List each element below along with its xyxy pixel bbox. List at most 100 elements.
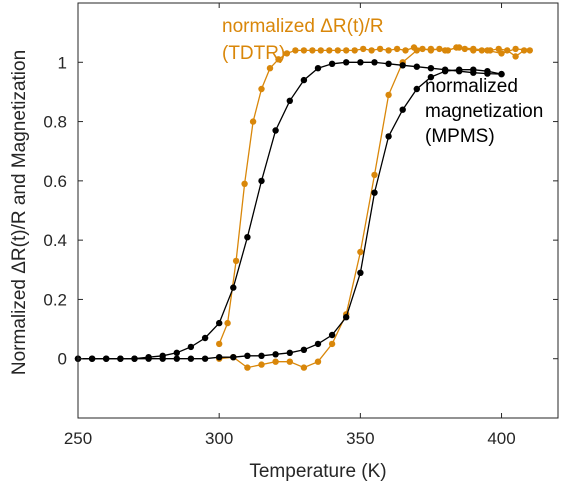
mpms-point <box>385 60 392 67</box>
tdtr-point <box>436 45 443 53</box>
tdtr-point <box>258 85 265 93</box>
tdtr-annotation: normalized ΔR(t)/R (TDTR) <box>222 16 384 64</box>
axes-box <box>77 2 559 419</box>
mpms-point <box>498 70 505 78</box>
mpms-point <box>314 340 322 348</box>
tdtr-point <box>266 65 274 72</box>
tdtr-point <box>498 50 505 57</box>
tdtr-point <box>512 45 519 53</box>
mpms-point <box>173 355 180 362</box>
tdtr-point <box>272 358 279 365</box>
tdtr-point <box>427 45 435 53</box>
x-tick-label: 250 <box>64 429 92 448</box>
tdtr-point <box>393 45 401 53</box>
mpms-point <box>244 352 251 359</box>
tdtr-point <box>224 319 231 327</box>
mpms-point <box>201 355 209 362</box>
mpms-point <box>103 355 110 362</box>
tdtr-point <box>343 47 350 54</box>
mpms-point <box>343 314 350 321</box>
y-axis-label: Normalized ΔR(t)/R and Magnetization <box>9 50 30 375</box>
tdtr-point <box>241 180 248 187</box>
tdtr-point <box>244 364 251 371</box>
annotation-line: (MPMS) <box>425 126 495 147</box>
mpms-point <box>258 352 265 359</box>
x-tick-label: 400 <box>487 429 515 448</box>
tdtr-point <box>314 358 322 365</box>
x-axis-label: Temperature (K) <box>249 461 386 482</box>
mpms-point <box>88 355 96 362</box>
mpms-point <box>187 355 195 362</box>
y-tick-label: 0 <box>58 350 67 369</box>
annotation-line: normalized <box>425 76 518 97</box>
y-tick-label: 0.6 <box>43 172 67 191</box>
mpms-point <box>328 331 336 339</box>
annotation-line: magnetization <box>425 101 543 122</box>
annotation-line: (TDTR) <box>222 43 285 64</box>
mpms-point <box>117 355 124 362</box>
tdtr-point <box>286 358 293 365</box>
mpms-point <box>427 65 435 72</box>
mpms-point <box>427 73 435 81</box>
mpms-annotation: normalized magnetization (MPMS) <box>425 76 543 147</box>
tdtr-point <box>470 45 477 53</box>
tdtr-point <box>456 44 463 51</box>
tdtr-point <box>300 47 308 54</box>
tdtr-point <box>300 364 308 371</box>
tdtr-point <box>484 47 491 54</box>
tdtr-point <box>368 47 375 54</box>
tdtr-point <box>317 47 324 54</box>
mpms-point <box>300 346 308 353</box>
mpms-point <box>272 351 279 358</box>
mpms-point <box>470 66 477 73</box>
mpms-point <box>145 355 152 362</box>
tdtr-point <box>292 47 299 54</box>
tdtr-point <box>275 56 282 63</box>
y-tick-label: 0.2 <box>43 290 67 309</box>
mpms-point <box>216 319 223 327</box>
tdtr-point <box>249 118 257 125</box>
mpms-point <box>201 334 209 342</box>
tdtr-point <box>385 91 392 99</box>
mpms-point <box>131 355 138 362</box>
mpms-point <box>216 354 223 361</box>
tdtr-point <box>419 45 426 53</box>
mpms-point <box>286 97 293 105</box>
tdtr-point <box>232 257 240 265</box>
plot-area <box>74 44 533 371</box>
y-tick-label: 0.8 <box>43 113 67 132</box>
mpms-point <box>159 355 166 362</box>
mpms-point <box>230 354 237 361</box>
mpms-point <box>413 85 420 93</box>
tdtr-point <box>309 47 316 54</box>
axes: 250 300 350 400 0 0.2 0.4 0.6 0.8 1 <box>43 2 559 448</box>
mpms-point <box>328 60 336 67</box>
mpms-point <box>187 343 195 351</box>
tdtr-point <box>512 53 519 60</box>
mpms-point <box>399 62 406 69</box>
tdtr-point <box>371 171 378 179</box>
tdtr-point <box>402 47 409 54</box>
mpms-point <box>357 269 364 276</box>
x-tick-label: 350 <box>346 429 374 448</box>
tdtr-point <box>526 47 533 54</box>
mpms-point <box>399 106 406 113</box>
annotation-line: normalized ΔR(t)/R <box>222 16 384 37</box>
mpms-point <box>244 234 251 241</box>
mpms-point <box>258 177 265 185</box>
tdtr-point <box>360 45 367 53</box>
mpms-point <box>413 63 420 70</box>
mpms-point <box>484 68 491 75</box>
tdtr-point <box>385 47 392 54</box>
mpms-point <box>230 284 237 291</box>
mpms-point <box>173 349 180 356</box>
y-tick-label: 0.4 <box>43 231 67 250</box>
tdtr-point <box>328 340 336 348</box>
mpms-point <box>300 76 308 84</box>
tdtr-point <box>413 47 420 54</box>
mpms-point <box>343 59 350 66</box>
mpms-point <box>286 349 293 356</box>
mpms-point <box>371 59 378 66</box>
tdtr-point <box>258 361 265 368</box>
